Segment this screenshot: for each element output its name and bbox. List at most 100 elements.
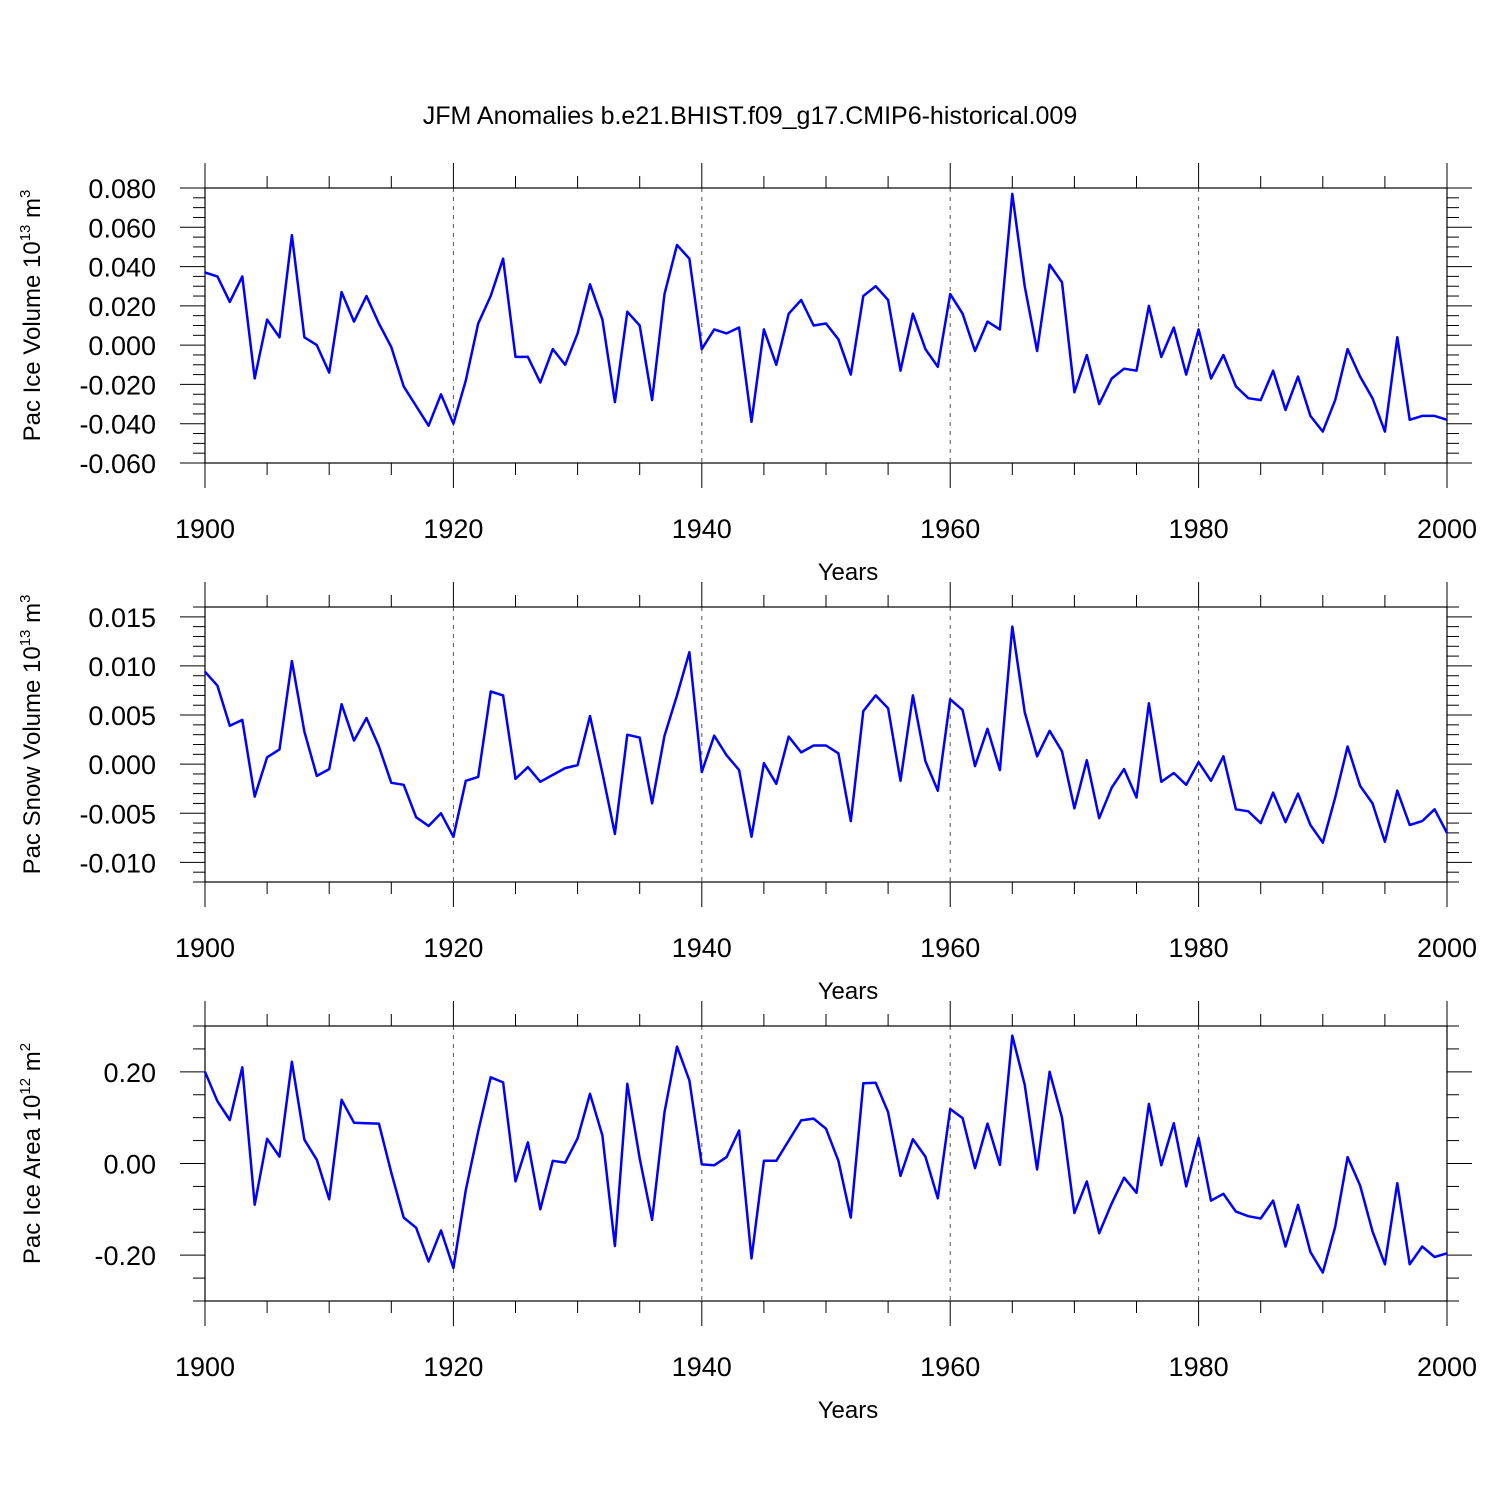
chart-0-point-1984 <box>1247 397 1250 399</box>
chart-1-point-1913 <box>365 717 368 719</box>
chart-1-point-1992 <box>1346 745 1349 748</box>
chart-0-point-1902 <box>229 301 231 303</box>
chart-0-point-1954 <box>874 285 877 288</box>
chart-1-point-1912 <box>353 739 355 742</box>
chart-0-point-1912 <box>353 320 355 323</box>
chart-0-point-1960 <box>949 293 951 295</box>
chart-1-point-1999 <box>1433 808 1436 811</box>
chart-0-point-1952 <box>850 373 852 376</box>
chart-1-point-1963 <box>986 727 989 730</box>
chart-0-ytick-label-0: -0.060 <box>79 449 156 479</box>
chart-0-point-1981 <box>1210 377 1212 380</box>
chart-2-point-1955 <box>887 1111 889 1113</box>
chart-1-point-1941 <box>713 734 716 737</box>
chart-2-point-1983 <box>1235 1210 1237 1213</box>
chart-0-point-1936 <box>651 399 653 401</box>
chart-2-point-1963 <box>986 1122 989 1125</box>
chart-1-point-1980 <box>1197 761 1200 763</box>
chart-1-point-1977 <box>1160 781 1163 783</box>
chart-1-point-1998 <box>1421 820 1423 822</box>
chart-2-xtick-label-1: 1920 <box>423 1352 483 1382</box>
chart-2-point-1966 <box>1023 1083 1026 1086</box>
chart-2-point-1932 <box>601 1134 604 1137</box>
chart-0-xtick-label-2: 1940 <box>672 514 732 544</box>
chart-2-point-1965 <box>1011 1034 1014 1037</box>
chart-0-point-1930 <box>576 332 579 335</box>
chart-1-point-1967 <box>1036 755 1038 758</box>
chart-2-point-1956 <box>899 1175 902 1177</box>
chart-1-point-1958 <box>924 760 927 762</box>
chart-0-point-1957 <box>912 312 914 315</box>
chart-2-point-1901 <box>216 1100 219 1102</box>
chart-1-point-1947 <box>787 735 790 738</box>
chart-2-point-1948 <box>800 1119 802 1122</box>
chart-2-point-1992 <box>1346 1156 1349 1158</box>
chart-1-point-1976 <box>1148 702 1150 705</box>
chart-0-point-1972 <box>1098 403 1101 405</box>
chart-0-point-1982 <box>1222 354 1225 356</box>
chart-0-point-1958 <box>924 348 927 350</box>
chart-1-point-1914 <box>378 745 380 748</box>
chart-1-ytick-label-3: 0.005 <box>88 701 156 731</box>
chart-1-xtick-label-1: 1920 <box>423 933 483 963</box>
chart-1-point-1910 <box>328 768 331 770</box>
chart-0-point-1913 <box>365 295 368 297</box>
chart-2-point-1981 <box>1210 1199 1212 1202</box>
chart-2-point-1939 <box>688 1079 691 1082</box>
chart-1-ylabel-unit-exp: 3 <box>17 595 34 603</box>
chart-0-xtick-label-1: 1920 <box>423 514 483 544</box>
chart-2-point-1971 <box>1086 1180 1088 1183</box>
chart-0-point-1903 <box>241 275 244 278</box>
chart-0-point-1986 <box>1272 369 1274 372</box>
chart-1-point-1948 <box>800 751 802 754</box>
chart-0-point-1908 <box>303 336 306 339</box>
chart-0-point-1951 <box>837 338 840 341</box>
chart-0-point-1997 <box>1408 418 1411 421</box>
chart-0-point-1917 <box>415 405 417 407</box>
chart-2-point-1923 <box>489 1076 492 1079</box>
chart-1-ytick-label-0: -0.010 <box>79 848 156 878</box>
chart-2-point-1973 <box>1110 1202 1113 1205</box>
chart-1-point-1989 <box>1309 824 1312 826</box>
chart-1-point-1994 <box>1371 802 1374 805</box>
chart-0-point-1973 <box>1110 377 1113 380</box>
chart-1-xtick-label-5: 2000 <box>1417 933 1477 963</box>
chart-1-point-1909 <box>315 775 318 777</box>
chart-1-ytick-label-4: 0.010 <box>88 652 156 682</box>
chart-1-point-1979 <box>1185 783 1187 786</box>
chart-2-point-1945 <box>763 1159 765 1162</box>
chart-1-point-1916 <box>402 783 405 786</box>
chart-0-point-1946 <box>775 363 778 366</box>
chart-1-point-1951 <box>837 752 840 755</box>
chart-0-point-1904 <box>253 377 256 380</box>
chart-0-point-1965 <box>1011 193 1014 195</box>
chart-2-point-1904 <box>253 1203 256 1206</box>
chart-0-ylabel: Pac Ice Volume 1013 m3 <box>17 190 46 442</box>
chart-1-point-1935 <box>638 736 641 739</box>
chart-0-xtick-label-4: 1980 <box>1169 514 1229 544</box>
chart-0-point-1990 <box>1322 430 1324 433</box>
chart-1-ylabel-unit: m <box>19 603 46 630</box>
chart-1-ylabel-text: Pac Snow Volume 10 <box>19 646 46 874</box>
chart-0-point-1983 <box>1235 385 1237 388</box>
chart-0-point-1915 <box>390 346 393 348</box>
chart-1-point-1937 <box>663 734 666 737</box>
chart-2-point-1951 <box>837 1159 840 1162</box>
chart-2-point-1931 <box>589 1093 591 1095</box>
chart-2-point-1996 <box>1396 1182 1399 1185</box>
chart-1-point-1907 <box>291 660 293 662</box>
chart-2-point-1930 <box>576 1137 579 1140</box>
chart-2-point-1952 <box>850 1216 852 1219</box>
chart-0-point-1938 <box>676 244 678 246</box>
chart-2-ylabel-unit-exp: 2 <box>17 1043 34 1051</box>
chart-0-point-1920 <box>452 422 455 425</box>
chart-1-point-1952 <box>850 820 852 822</box>
chart-0-point-1970 <box>1073 391 1076 394</box>
chart-1-point-1943 <box>738 769 740 771</box>
chart-2-ytick-label-1: 0.00 <box>103 1150 156 1180</box>
chart-0-point-1918 <box>427 424 430 427</box>
chart-0-point-1969 <box>1061 281 1063 284</box>
chart-2-point-1933 <box>614 1245 616 1247</box>
chart-1-point-1978 <box>1172 772 1175 774</box>
chart-0-point-1950 <box>825 322 827 325</box>
